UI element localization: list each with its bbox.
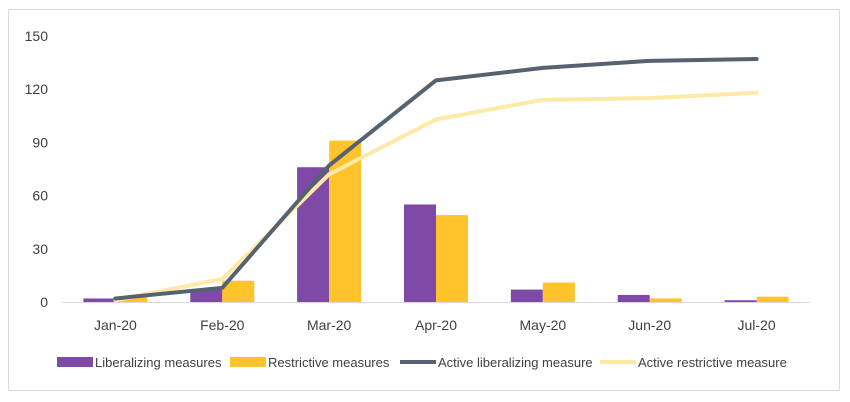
x-tick-label: Apr-20 [415, 317, 457, 333]
bar-liberalizing-measures [617, 294, 650, 302]
bar-restrictive-measures [756, 296, 789, 302]
legend: Liberalizing measures Restrictive measure… [57, 355, 787, 370]
x-axis-ticks: Jan-20 Feb-20 Mar-20 Apr-20 May-20 Jun-20 Jul-… [94, 317, 776, 333]
x-tick-label: Jun-20 [628, 317, 671, 333]
bar-restrictive-measures [649, 298, 682, 302]
y-tick-label: 60 [32, 188, 48, 204]
x-tick-label: Mar-20 [307, 317, 352, 333]
x-tick-label: Jul-20 [738, 317, 776, 333]
y-tick-label: 150 [25, 28, 49, 44]
legend-label-active-restrictive-measure: Active restrictive measure [638, 355, 787, 370]
legend-swatch-liberalizing-measures [57, 357, 93, 367]
x-tick-label: May-20 [520, 317, 567, 333]
bar-restrictive-measures [115, 296, 148, 302]
bar-restrictive-measures [436, 215, 468, 302]
y-tick-label: 120 [25, 81, 49, 97]
bar-liberalizing-measures [724, 300, 757, 302]
bar-liberalizing-measures [190, 289, 223, 302]
bar-liberalizing-measures [404, 204, 436, 302]
legend-swatch-restrictive-measures [230, 357, 266, 367]
bar-liberalizing-measures [510, 289, 543, 302]
line-active-liberalizing-measure [113, 57, 759, 301]
y-tick-label: 0 [40, 294, 48, 310]
legend-label-active-liberalizing-measure: Active liberalizing measure [438, 355, 593, 370]
x-tick-label: Feb-20 [200, 317, 245, 333]
y-tick-label: 30 [32, 241, 48, 257]
bar-restrictive-measures [222, 280, 255, 302]
bar-liberalizing-measures [83, 298, 116, 302]
y-axis-ticks: 0 30 60 90 120 150 [25, 28, 49, 310]
lines-layer [113, 57, 759, 303]
y-tick-label: 90 [32, 134, 48, 150]
chart-frame [8, 9, 840, 391]
x-tick-label: Jan-20 [94, 317, 137, 333]
bar-restrictive-measures [542, 282, 575, 302]
legend-label-restrictive-measures: Restrictive measures [268, 355, 390, 370]
bars-layer [83, 140, 789, 302]
line-active-restrictive-measure [113, 90, 759, 303]
legend-label-liberalizing-measures: Liberalizing measures [95, 355, 222, 370]
